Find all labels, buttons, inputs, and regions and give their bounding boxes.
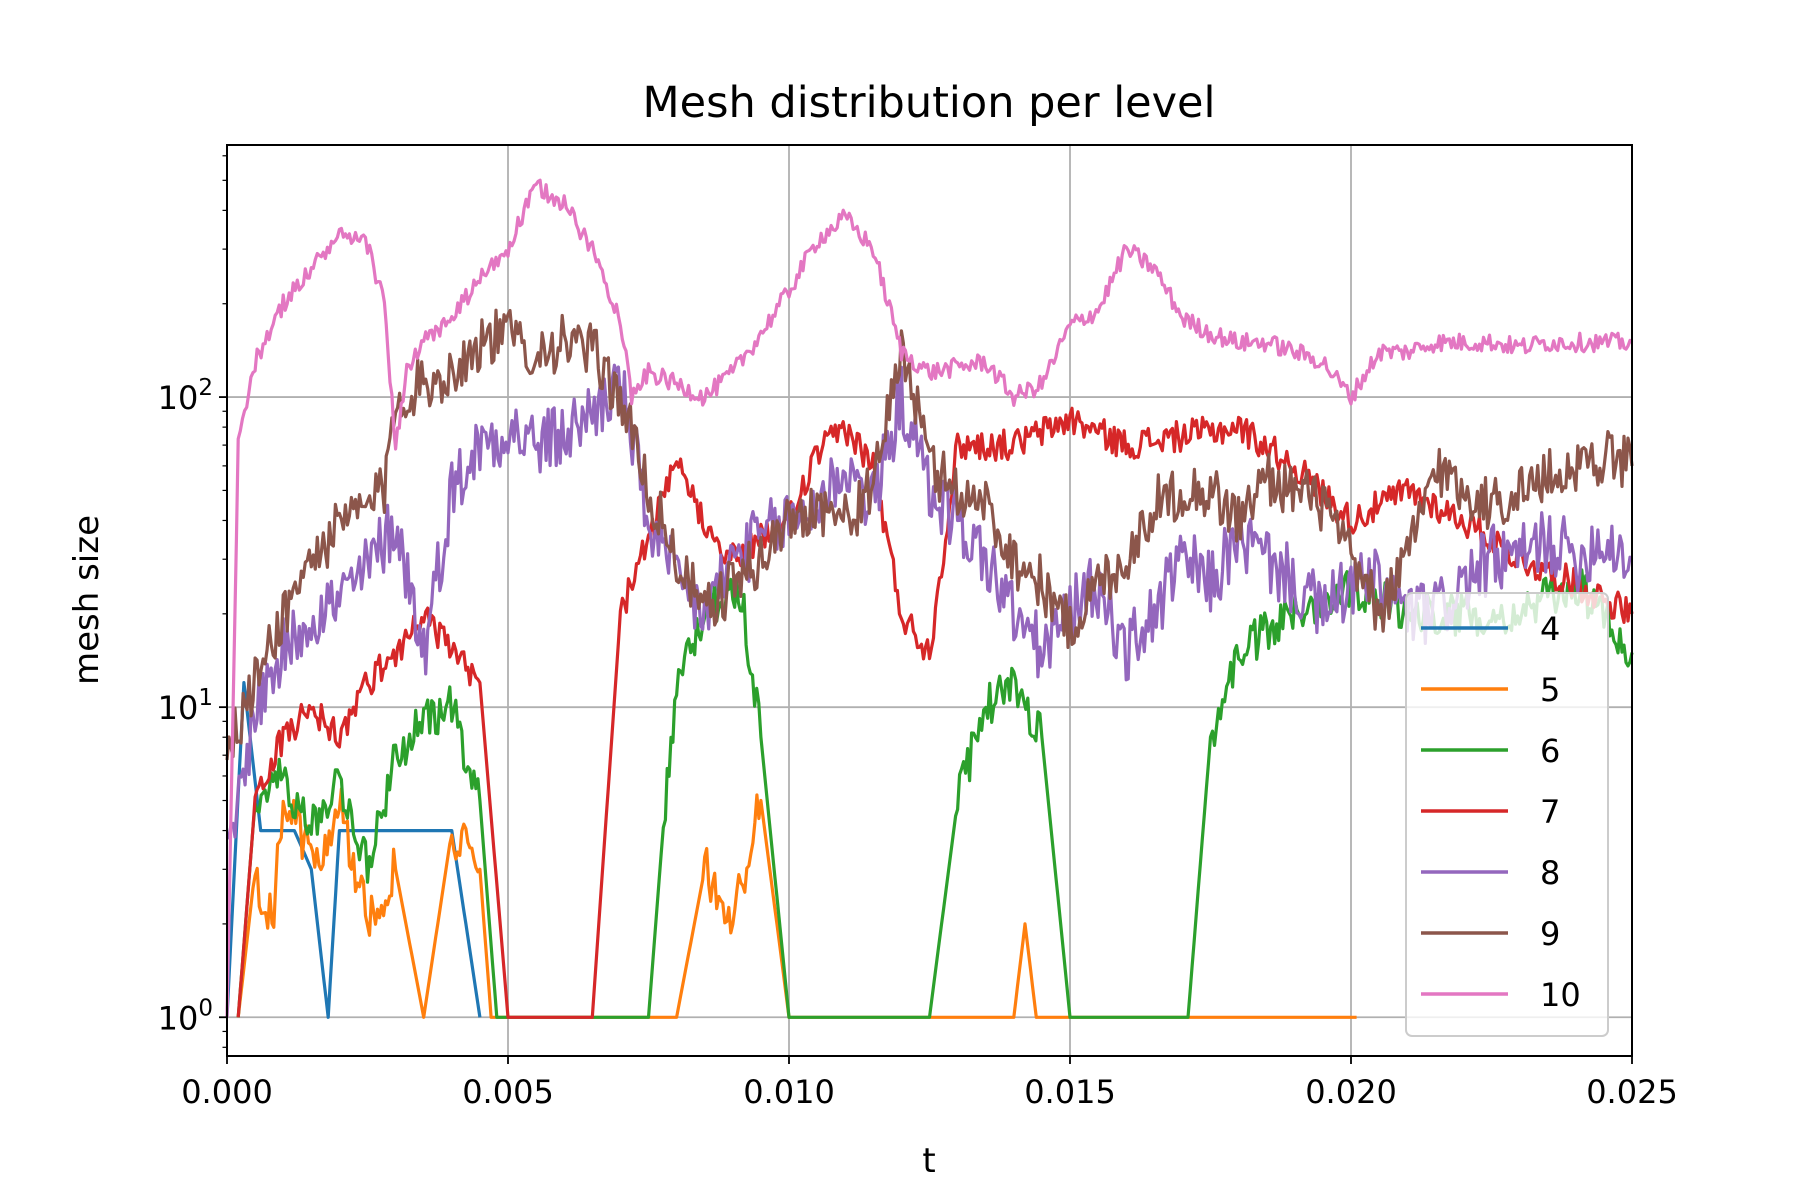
chart-title: Mesh distribution per level [643,78,1216,128]
x-tick-label: 0.015 [1024,1073,1116,1111]
legend-label-4: 4 [1540,610,1560,648]
series-line-6 [236,568,1634,1019]
series-line-10 [225,178,1634,1018]
y-tick-label: 101 [158,685,213,727]
legend-label-7: 7 [1540,793,1560,831]
legend: 4 5 6 7 8 9 10 [1405,592,1609,1037]
y-axis-label: mesh size [67,515,107,685]
series-group [225,178,1634,1019]
legend-label-8: 8 [1540,854,1560,892]
legend-label-10: 10 [1540,976,1581,1014]
series-line-8 [225,363,1634,840]
x-tick-label: 0.025 [1586,1073,1678,1111]
x-tick-label: 0.000 [181,1073,273,1111]
x-axis-label: t [922,1141,935,1181]
y-tick-label: 100 [158,995,213,1037]
x-axis: 0.000 0.005 0.010 0.015 0.020 0.025 [181,1056,1678,1111]
legend-box [1405,592,1609,1037]
plot-frame [226,144,1633,1057]
series-line-9 [225,308,1634,761]
legend-label-6: 6 [1540,732,1560,770]
series-line-7 [236,406,1634,1019]
y-tick-label: 102 [158,375,213,417]
x-tick-label: 0.020 [1305,1073,1397,1111]
legend-label-5: 5 [1540,671,1560,709]
y-axis: 100 101 102 [158,155,227,1048]
legend-label-9: 9 [1540,915,1560,953]
x-tick-label: 0.005 [462,1073,554,1111]
x-tick-label: 0.010 [743,1073,835,1111]
